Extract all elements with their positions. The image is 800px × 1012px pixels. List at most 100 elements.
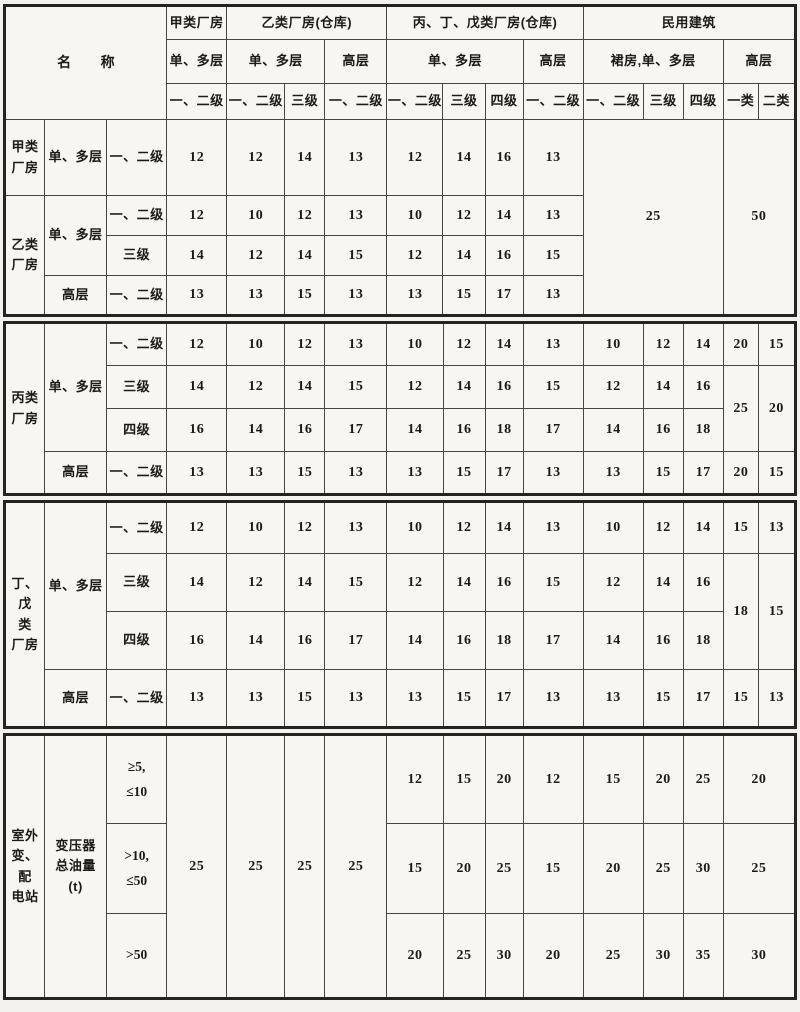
value-cell: 16 [484,235,524,276]
grade-label: 一、二级 [106,669,168,728]
table-row: >50 20 25 30 20 25 30 35 30 [5,913,797,999]
value-cell: 15 [386,823,444,914]
tier-label: 高层 [44,275,108,316]
value-cell: 12 [442,501,486,554]
value-cell: 15 [324,235,388,276]
value-cell: 15 [284,451,326,495]
table-row: 高层 一、二级 13 13 15 13 13 15 17 13 13 15 17… [5,451,797,495]
value-cell: 13 [757,669,797,728]
value-cell: 25 [442,913,486,999]
grade-label: 三级 [106,553,168,612]
header-tier: 裙房,单、多层 [582,39,724,84]
header-tier: 高层 [722,39,797,84]
value-cell: 13 [522,195,584,236]
grade-label: 一、二级 [106,451,168,495]
value-cell: 13 [324,669,388,728]
value-cell: 12 [442,322,486,366]
value-cell-merged: 15 [757,553,797,670]
grade-label: 一、二级 [106,119,168,196]
value-cell: 12 [386,734,444,824]
value-cell: 17 [484,451,524,495]
value-cell: 12 [166,501,228,554]
value-cell: 13 [522,119,584,196]
header-grade: 一类 [722,83,759,120]
header-grade: 二类 [757,83,797,120]
value-cell: 15 [642,451,684,495]
value-cell: 30 [642,913,684,999]
value-cell: 15 [324,553,388,612]
value-cell: 13 [226,451,286,495]
grade-label: 三级 [106,365,168,409]
grade-label: 三级 [106,235,168,276]
value-cell: 12 [226,553,286,612]
tier-label: 单、多层 [44,322,108,452]
value-cell: 10 [226,501,286,554]
oil-range-label: ≥5, ≤10 [106,734,168,824]
table-row: >10, ≤50 15 20 25 15 20 25 30 25 [5,823,797,914]
table-row: 单、多层 单、多层 高层 单、多层 高层 裙房,单、多层 高层 [5,39,797,84]
tier-label: 单、多层 [44,501,108,670]
value-cell: 10 [386,501,444,554]
value-cell: 12 [166,322,228,366]
value-cell: 16 [682,553,724,612]
value-cell: 17 [484,275,524,316]
value-cell-merged: 25 [722,365,759,452]
header-group-civil: 民用建筑 [582,5,797,40]
header-grade: 一、二级 [582,83,644,120]
value-cell: 14 [442,553,486,612]
table-row: 三级 14 12 14 15 12 14 16 15 12 14 16 25 2… [5,365,797,452]
value-cell: 15 [522,553,584,612]
value-cell: 15 [522,823,584,914]
value-cell: 14 [642,365,684,409]
value-cell: 16 [642,408,684,452]
value-cell: 15 [722,669,759,728]
table-row: 三级 14 12 14 15 12 14 16 15 12 14 16 18 1… [5,553,797,670]
value-cell: 12 [386,235,444,276]
tier-label: 高层 [44,669,108,728]
value-cell: 14 [166,365,228,409]
value-cell: 16 [166,611,228,670]
value-cell: 13 [226,275,286,316]
value-cell: 14 [682,501,724,554]
value-cell: 13 [522,451,584,495]
value-cell: 13 [582,451,644,495]
value-cell: 12 [642,501,684,554]
value-cell: 14 [226,408,286,452]
table-row: 高层 一、二级 13 13 15 13 13 15 17 13 [5,275,796,316]
value-cell: 10 [226,322,286,366]
value-cell: 20 [484,734,524,824]
value-cell: 14 [226,611,286,670]
value-cell: 12 [166,195,228,236]
value-cell: 13 [324,322,388,366]
table-row: 甲类 厂房 单、多层 一、二级 12 12 14 13 12 14 16 13 … [3,119,797,316]
value-cell: 15 [442,734,486,824]
value-cell: 16 [442,408,486,452]
value-cell: 18 [682,408,724,452]
value-cell: 15 [757,451,797,495]
value-cell: 15 [442,669,486,728]
value-cell: 20 [442,823,486,914]
value-cell: 14 [442,235,486,276]
value-cell: 12 [386,119,444,196]
value-cell: 14 [166,235,228,276]
value-cell: 14 [682,322,724,366]
value-cell: 14 [284,553,326,612]
header-grade: 三级 [284,83,326,120]
value-cell: 13 [226,669,286,728]
value-cell: 10 [386,322,444,366]
value-cell: 15 [442,451,486,495]
value-cell: 14 [284,119,326,196]
category-label: 丙类 厂房 [3,322,46,495]
value-cell-wide: 25 [722,823,797,914]
header-tier: 单、多层 [166,39,228,84]
value-cell: 16 [284,408,326,452]
value-cell-merged: 20 [757,365,797,452]
value-cell: 10 [582,322,644,366]
header-grade: 一、二级 [226,83,286,120]
value-cell: 25 [484,823,524,914]
grade-label: 四级 [106,611,168,670]
value-cell: 12 [166,119,228,196]
value-cell: 20 [386,913,444,999]
value-cell: 20 [642,734,684,824]
